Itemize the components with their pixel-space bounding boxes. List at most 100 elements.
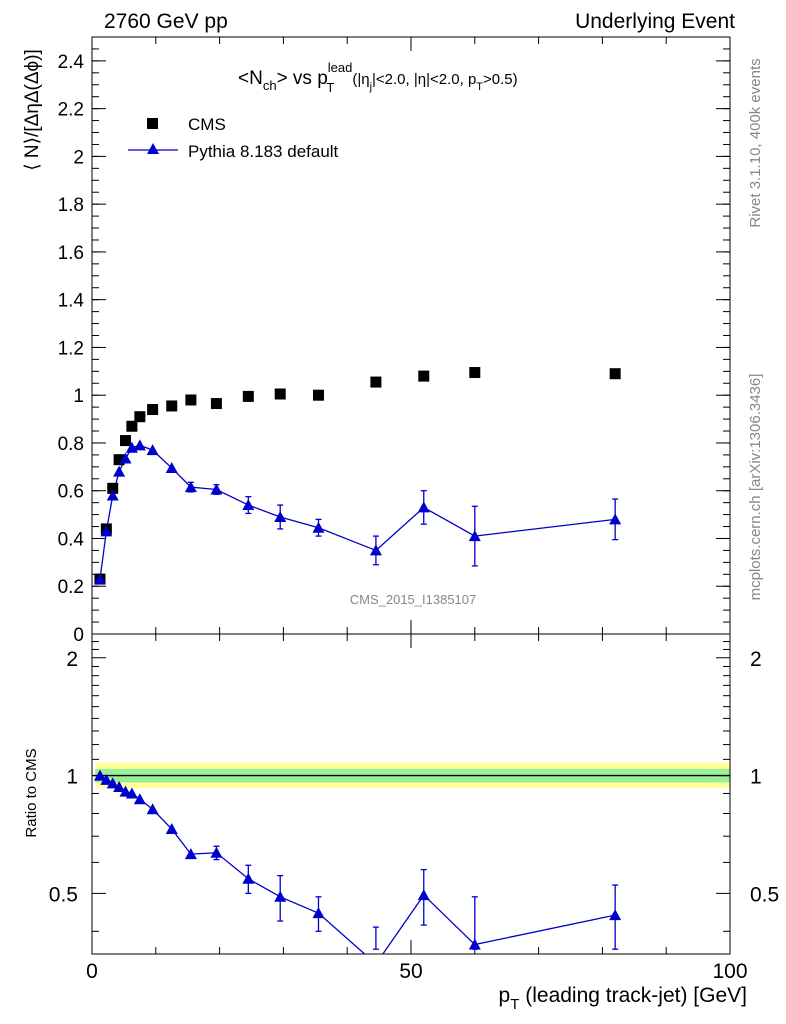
pythia-ratio-point — [113, 780, 126, 792]
cms-point — [119, 435, 131, 447]
pythia-point — [312, 521, 325, 533]
title-cuts-a: (|η — [352, 71, 369, 88]
main-panel: 0 0.2 0.4 0.6 0.8 1 1.2 1.4 1.6 1.8 2 2.2 2.4 — [58, 36, 731, 646]
main-y-tick-label: 1 — [73, 386, 84, 407]
plot-title: <Nch> vs plead T (|ηj|<2.0, |η|<2.0, pT>0.… — [238, 60, 518, 95]
pythia-ratio-point — [106, 777, 119, 789]
main-y-tick-label: 0.2 — [58, 577, 84, 598]
ratio-series — [93, 769, 622, 954]
main-y-tick-label: 1.2 — [58, 338, 84, 359]
title-n: <N — [238, 68, 263, 89]
pythia-ratio-point — [165, 823, 178, 835]
pythia-point — [146, 444, 159, 456]
title-cuts-b: |<2.0, |η|<2.0, p — [372, 71, 476, 88]
pythia-ratio-point — [125, 787, 138, 799]
rivet-label: Rivet 3.1.10, 400k events — [747, 58, 764, 227]
pythia-ratio-point — [609, 909, 622, 921]
ratio-y-tick-label-right: 1 — [750, 766, 762, 789]
pythia-point — [417, 501, 430, 513]
title-sup-lead: lead — [328, 60, 353, 75]
title-cuts-c: >0.5) — [483, 71, 518, 88]
main-series — [93, 367, 622, 585]
x-axis-label: pT (leading track-jet) [GeV] — [499, 984, 747, 1013]
main-y-label: ⟨ N⟩/[ΔηΔ(Δϕ)] — [22, 49, 43, 171]
title-cuts-sub-j: j — [369, 81, 372, 93]
ratio-y-tick-label: 2 — [66, 648, 78, 671]
ratio-y-tick-label-right: 2 — [750, 648, 762, 671]
cms-point — [370, 376, 382, 388]
x-label-sub: T — [510, 996, 519, 1013]
pythia-point — [119, 452, 132, 464]
ratio-y-tick-label-right: 0.5 — [750, 883, 779, 906]
pythia-point — [106, 489, 119, 501]
ratio-y-axis: 0.5 0.5 1 1 2 2 — [49, 641, 779, 932]
pythia-point — [165, 462, 178, 474]
pythia-ratio-point — [417, 889, 430, 901]
pythia-ratio-line — [99, 775, 616, 954]
legend-cms-label: CMS — [188, 115, 226, 134]
ratio-y-tick-label: 1 — [66, 766, 78, 789]
title-vs: > vs p — [277, 68, 328, 89]
x-label-p: p — [499, 984, 511, 1007]
cms-point — [185, 394, 197, 406]
legend-pythia-label: Pythia 8.183 default — [188, 142, 339, 161]
cms-point — [126, 420, 138, 432]
mcplots-label: mcplots.cern.ch [arXiv:1306.3436] — [747, 374, 764, 601]
pythia-ratio-point — [242, 872, 255, 884]
legend-pythia-marker — [147, 143, 159, 154]
cms-point — [166, 400, 178, 412]
pythia-point — [100, 525, 113, 537]
pythia-point — [609, 513, 622, 525]
ratio-y-label: Ratio to CMS — [23, 748, 40, 837]
ratio-uncertainty-bands — [92, 762, 730, 788]
legend-cms-marker — [147, 118, 158, 129]
title-sub-t: T — [326, 80, 334, 95]
pythia-point — [274, 510, 287, 522]
main-y-tick-label: 1.4 — [58, 291, 85, 312]
pythia-line — [99, 444, 616, 580]
cms-point — [147, 404, 159, 416]
pythia-point — [210, 483, 223, 495]
pythia-ratio-point — [100, 773, 113, 785]
pythia-point — [468, 530, 481, 542]
pythia-ratio-point — [146, 803, 159, 815]
cms-point — [113, 454, 125, 466]
pythia-point — [93, 573, 106, 585]
pythia-ratio-point — [312, 907, 325, 919]
pythia-point — [113, 465, 126, 477]
pythia-point — [184, 481, 197, 493]
cms-point — [274, 388, 286, 400]
pythia-ratio-point — [133, 793, 146, 805]
cms-point — [242, 390, 254, 402]
cms-point — [312, 389, 324, 401]
main-x-axis — [91, 37, 731, 634]
pythia-point — [242, 499, 255, 511]
main-y-tick-label: 2 — [73, 147, 84, 168]
main-y-axis: 0 0.2 0.4 0.6 0.8 1 1.2 1.4 1.6 1.8 2 2.2 2.4 — [58, 36, 730, 646]
main-y-tick-label: 0.6 — [58, 482, 84, 503]
pythia-ratio-point — [210, 846, 223, 858]
ratio-y-tick-label: 0.5 — [49, 883, 78, 906]
ratio-clipped-group — [93, 769, 622, 954]
cms-point — [134, 411, 146, 423]
ratio-x-axis: 0 50 100 — [86, 634, 748, 983]
main-y-tick-label: 0.8 — [58, 434, 84, 455]
header-left: 2760 GeV pp — [104, 10, 228, 33]
x-tick-label: 50 — [399, 960, 422, 983]
ratio-panel: 0.5 0.5 1 1 2 2 0 50 100 — [49, 633, 779, 983]
main-y-tick-label: 2.2 — [58, 100, 84, 121]
title-cuts-sub-t: T — [476, 81, 483, 93]
main-y-tick-label: 1.6 — [58, 243, 84, 264]
pythia-ratio-point — [184, 848, 197, 860]
header-right: Underlying Event — [575, 10, 735, 33]
x-label-rest: (leading track-jet) [GeV] — [519, 984, 747, 1007]
x-tick-label: 0 — [86, 960, 98, 983]
cms-point — [469, 367, 481, 379]
pythia-ratio-point — [274, 890, 287, 902]
reference-label: CMS_2015_I1385107 — [350, 592, 477, 607]
legend: CMS Pythia 8.183 default — [128, 115, 339, 161]
cms-point — [609, 368, 621, 380]
pythia-point — [133, 439, 146, 451]
cms-point — [210, 398, 222, 410]
